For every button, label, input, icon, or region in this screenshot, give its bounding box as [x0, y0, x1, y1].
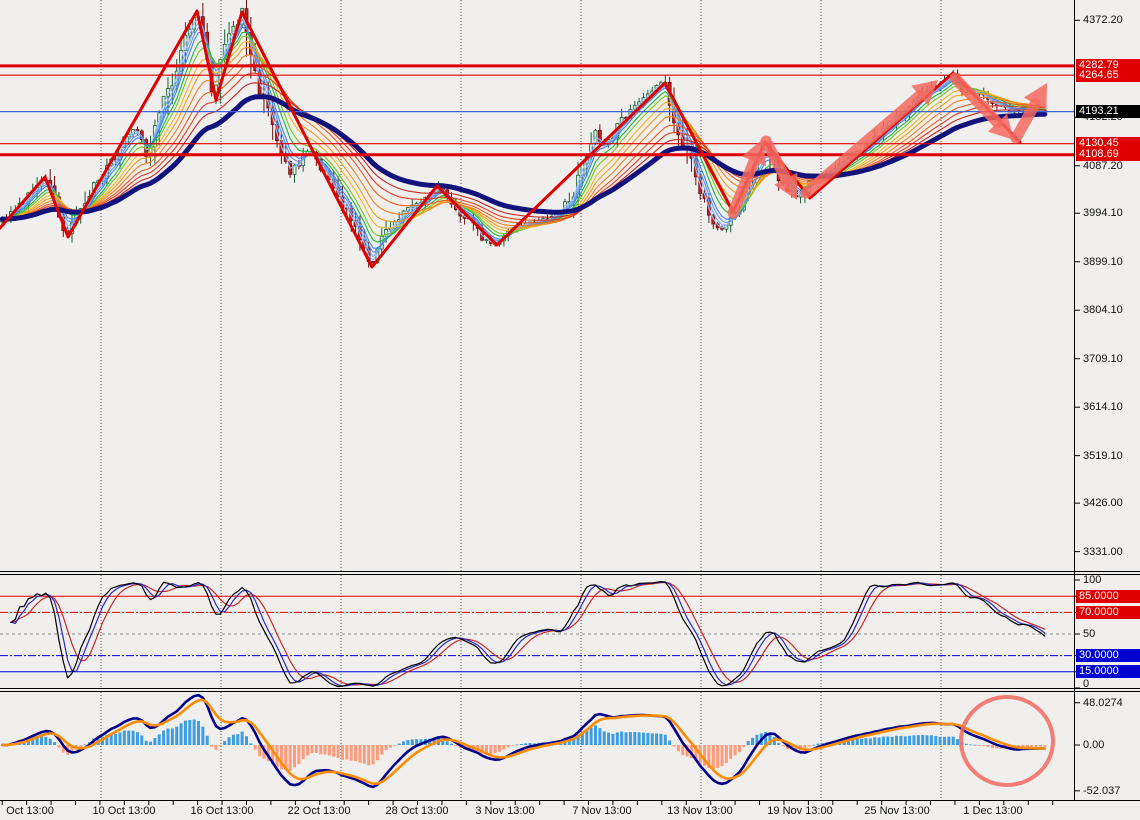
stoch-fast-line: [10, 580, 1046, 688]
price-axis-tick: 3614.10: [1083, 401, 1123, 414]
price-axis-tick: 3426.00: [1083, 497, 1123, 510]
stoch-slow-line: [10, 581, 1046, 686]
time-axis-label: 16 Oct 13:00: [190, 805, 254, 817]
oscillator-axis-tick: 0: [1083, 678, 1090, 690]
trend-arrow-3[interactable]: [949, 72, 1014, 140]
macd-histogram: [0, 719, 1047, 771]
price-axis-tick: 4372.20: [1083, 14, 1123, 27]
price-axis-tick: 3519.10: [1083, 449, 1123, 462]
price-axis: 4372.204182.204087.203994.103899.103804.…: [1075, 0, 1140, 800]
trend-arrow-0[interactable]: [727, 139, 766, 219]
time-axis-label: 3 Nov 13:00: [475, 805, 535, 817]
time-axis-label: 22 Oct 13:00: [287, 805, 351, 817]
macd-signal-line: [0, 698, 1047, 786]
panel-borders: [0, 0, 1140, 801]
oscillator-badge: 70.0000: [1076, 605, 1140, 619]
price-axis-tick: 3899.10: [1083, 255, 1123, 268]
time-axis-label: 10 Oct 13:00: [92, 805, 156, 817]
time-axis-label: 13 Nov 13:00: [667, 805, 733, 817]
price-badge: 4193.21: [1076, 105, 1140, 119]
slow-ema-line: [0, 94, 1048, 222]
time-axis-label: 28 Oct 13:00: [385, 805, 449, 817]
trend-arrow-4[interactable]: [1010, 83, 1047, 144]
ema-ribbon: [1, 14, 1046, 261]
time-axis-label: Oct 13:00: [6, 805, 54, 817]
oscillator-badge: 85.0000: [1076, 589, 1140, 603]
oscillator-axis-tick: 100: [1083, 574, 1102, 586]
macd-main-line: [0, 693, 1047, 789]
price-axis-tick: 3709.10: [1083, 352, 1123, 365]
price-axis-tick: 3331.00: [1083, 545, 1123, 558]
trend-arrow-2[interactable]: [800, 80, 938, 199]
time-tick-marks: [1, 801, 1054, 805]
highlight-circle[interactable]: [959, 695, 1055, 787]
time-axis-label: 7 Nov 13:00: [572, 805, 632, 817]
oscillator-badge: 15.0000: [1076, 665, 1140, 679]
oscillator-panel[interactable]: [0, 580, 1075, 688]
price-badge: 4130.45: [1076, 137, 1140, 151]
macd-axis-tick: 0.00: [1083, 739, 1105, 751]
macd-axis-tick: -52.037: [1083, 784, 1121, 797]
vertical-gridlines: [100, 0, 942, 800]
time-axis-label: 1 Dec 13:00: [963, 805, 1023, 817]
trend-arrow-1[interactable]: [760, 135, 798, 200]
oscillator-badge: 30.0000: [1076, 649, 1140, 663]
oscillator-axis-tick: 50: [1083, 628, 1096, 640]
price-axis-tick: 3994.10: [1083, 207, 1123, 220]
main-price-panel[interactable]: [0, 0, 1075, 269]
macd-panel[interactable]: [0, 693, 1055, 789]
time-axis-label: 25 Nov 13:00: [864, 805, 930, 817]
price-badge: 4108.69: [1076, 148, 1140, 162]
time-axis: Oct 13:00 10 Oct 13:00 16 Oct 13:00 22 Oct …: [0, 801, 1140, 820]
price-axis-tick: 3804.10: [1083, 304, 1123, 317]
price-axis-tick: 4087.20: [1083, 159, 1123, 172]
price-badge: 4264.65: [1076, 68, 1140, 82]
time-axis-label: 19 Nov 13:00: [767, 805, 833, 817]
macd-axis-tick: 48.0274: [1083, 696, 1123, 709]
